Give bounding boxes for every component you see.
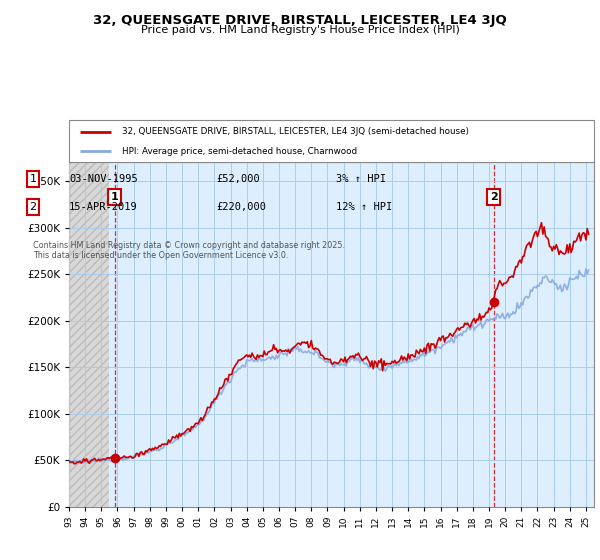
FancyBboxPatch shape bbox=[69, 120, 594, 162]
Text: £220,000: £220,000 bbox=[216, 202, 266, 212]
Text: £52,000: £52,000 bbox=[216, 174, 260, 184]
Text: Contains HM Land Registry data © Crown copyright and database right 2025.
This d: Contains HM Land Registry data © Crown c… bbox=[33, 241, 345, 260]
Text: 1: 1 bbox=[29, 174, 37, 184]
Text: 3% ↑ HPI: 3% ↑ HPI bbox=[336, 174, 386, 184]
Text: 12% ↑ HPI: 12% ↑ HPI bbox=[336, 202, 392, 212]
Text: HPI: Average price, semi-detached house, Charnwood: HPI: Average price, semi-detached house,… bbox=[121, 147, 356, 156]
Text: 1: 1 bbox=[111, 192, 119, 202]
Text: 2: 2 bbox=[490, 192, 497, 202]
Text: 2: 2 bbox=[29, 202, 37, 212]
Bar bbox=[69, 162, 109, 507]
Text: 32, QUEENSGATE DRIVE, BIRSTALL, LEICESTER, LE4 3JQ: 32, QUEENSGATE DRIVE, BIRSTALL, LEICESTE… bbox=[93, 14, 507, 27]
Text: 03-NOV-1995: 03-NOV-1995 bbox=[69, 174, 138, 184]
Text: Price paid vs. HM Land Registry's House Price Index (HPI): Price paid vs. HM Land Registry's House … bbox=[140, 25, 460, 35]
Text: 32, QUEENSGATE DRIVE, BIRSTALL, LEICESTER, LE4 3JQ (semi-detached house): 32, QUEENSGATE DRIVE, BIRSTALL, LEICESTE… bbox=[121, 127, 469, 136]
Text: 15-APR-2019: 15-APR-2019 bbox=[69, 202, 138, 212]
